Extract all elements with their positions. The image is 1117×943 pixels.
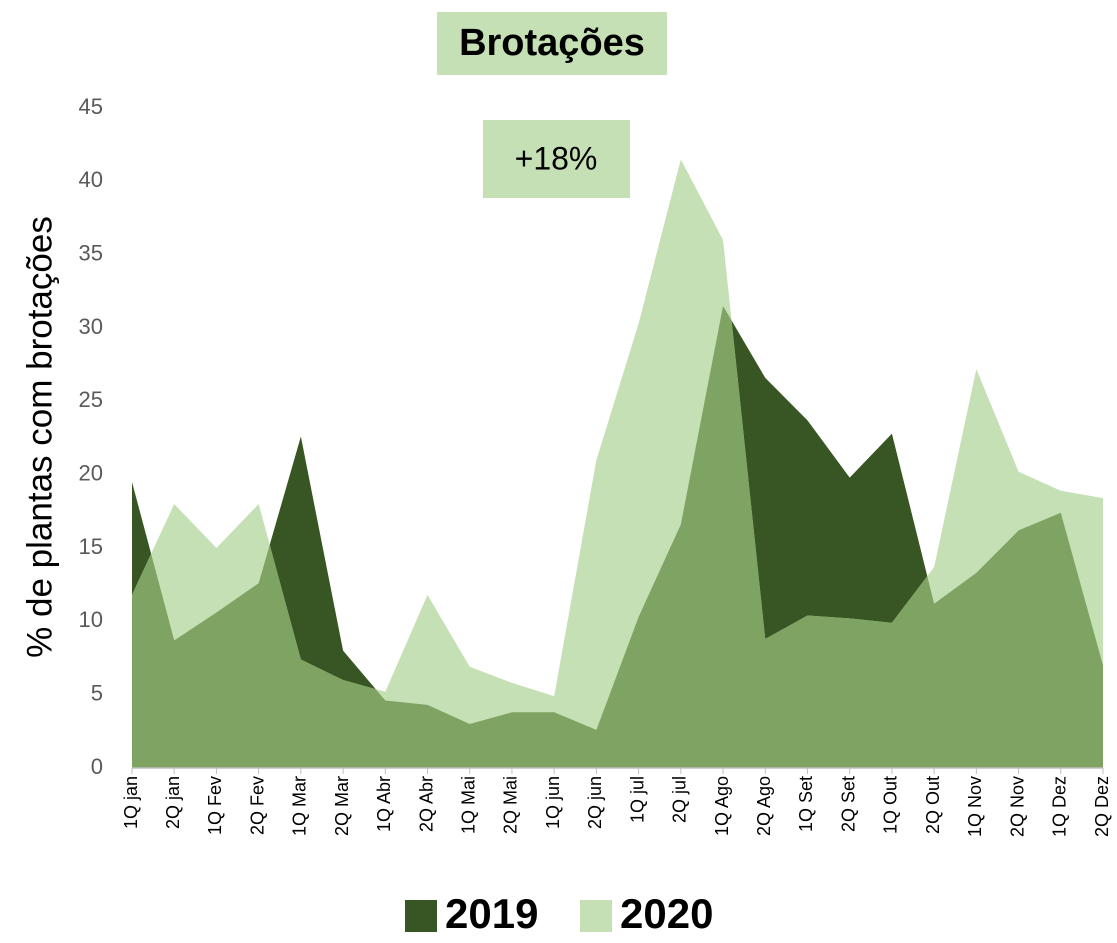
y-tick-label: 30 xyxy=(79,314,103,339)
x-tick-label: 2Q Mai xyxy=(501,776,521,834)
x-tick-label: 1Q jan xyxy=(121,776,141,829)
plot-area xyxy=(131,159,1104,774)
x-tick-label: 2Q jun xyxy=(585,776,605,829)
x-tick-label: 1Q Dez xyxy=(1050,776,1070,837)
legend-label: 2020 xyxy=(620,890,713,937)
title-box xyxy=(437,12,667,75)
annotation-box xyxy=(483,120,630,198)
y-tick-label: 45 xyxy=(79,94,103,119)
y-tick-label: 10 xyxy=(79,607,103,632)
x-tick-label: 2Q Nov xyxy=(1007,776,1027,837)
legend-swatch xyxy=(405,900,437,932)
x-tick-label: 2Q Fev xyxy=(247,776,267,835)
x-tick-label: 1Q Mar xyxy=(290,776,310,836)
x-tick-label: 2Q jan xyxy=(163,776,183,829)
x-tick-label: 1Q jul xyxy=(627,776,647,823)
x-tick-label: 1Q jun xyxy=(543,776,563,829)
legend-label: 2019 xyxy=(445,890,538,937)
x-tick-label: 2Q Set xyxy=(838,776,858,832)
x-tick-label: 1Q Abr xyxy=(374,776,394,832)
legend: 2019 2020 xyxy=(405,890,713,937)
x-tick-label: 1Q Out xyxy=(881,776,901,834)
y-tick-label: 40 xyxy=(79,167,103,192)
area-2020 xyxy=(132,159,1103,769)
x-tick-label: 2Q Mar xyxy=(332,776,352,836)
x-tick-label: 2Q Out xyxy=(923,776,943,834)
x-tick-label: 1Q Fev xyxy=(205,776,225,835)
x-tick-label: 2Q Ago xyxy=(754,776,774,836)
x-tick-label: 2Q jul xyxy=(670,776,690,823)
legend-swatch xyxy=(580,900,612,932)
x-tick-label: 1Q Set xyxy=(796,776,816,832)
chart-title: Brotações xyxy=(459,22,645,64)
y-tick-label: 20 xyxy=(79,460,103,485)
x-tick-label: 2Q Abr xyxy=(416,776,436,832)
x-tick-label: 1Q Nov xyxy=(965,776,985,837)
x-tick-label: 2Q Dez xyxy=(1092,776,1112,837)
y-axis-title: % de plantas com brotações xyxy=(20,216,59,658)
x-tick-label: 1Q Ago xyxy=(712,776,732,836)
y-tick-label: 35 xyxy=(79,240,103,265)
annotation: +18% xyxy=(515,140,598,176)
y-tick-label: 5 xyxy=(91,680,103,705)
y-tick-label: 0 xyxy=(91,754,103,779)
x-tick-label: 1Q Mai xyxy=(458,776,478,834)
overlap xyxy=(132,306,1103,768)
y-tick-label: 15 xyxy=(79,534,103,559)
y-tick-label: 25 xyxy=(79,387,103,412)
